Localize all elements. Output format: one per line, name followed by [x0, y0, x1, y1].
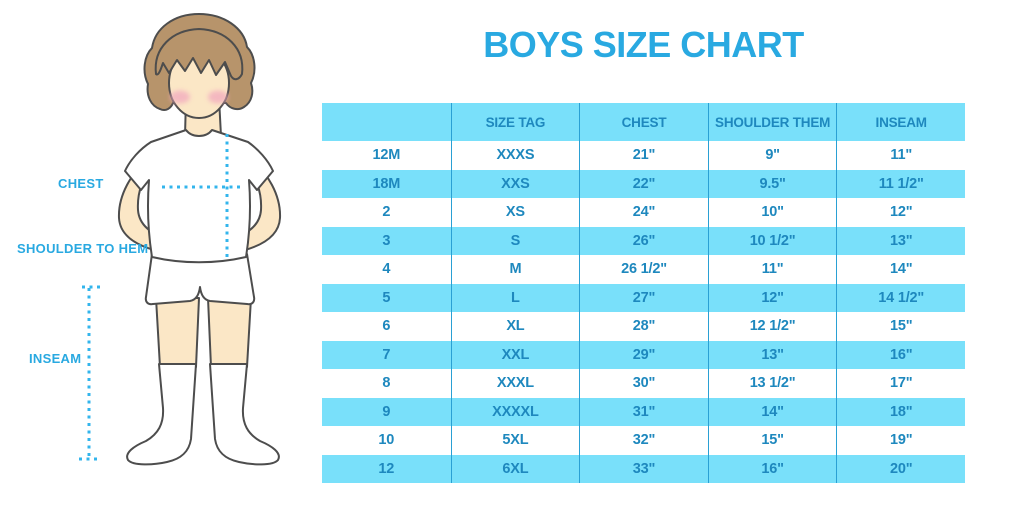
row-size-cell: 6: [382, 318, 391, 335]
row-value-cell: 26 1/2": [579, 255, 708, 284]
row-value-cell: XXXS: [450, 141, 580, 170]
shoulder-to-hem-label: SHOULDER TO HEM: [17, 241, 149, 256]
size-table: SIZE TAG CHEST SHOULDER THEM INSEAM 12M XXXS…: [322, 103, 965, 483]
row-value-cell: 15": [707, 426, 837, 455]
row-value-cell: 9": [707, 141, 837, 170]
table-row: 3 S 26" 10 1/2" 13": [322, 226, 965, 255]
row-value-cell: 12": [836, 198, 965, 227]
row-value-cell: 10 1/2": [707, 226, 837, 255]
row-value-cell: S: [450, 226, 580, 255]
row-value-cell: 12 1/2": [707, 312, 837, 341]
table-row: 6 XL 28" 12 1/2" 15": [322, 312, 965, 341]
row-value-cell: 5XL: [450, 426, 580, 455]
row-value-cell: 6XL: [450, 454, 580, 483]
row-value-cell: 26": [579, 226, 708, 255]
row-value-cell: XXL: [450, 340, 580, 369]
row-value-cell: 18": [836, 397, 965, 426]
sock-left: [126, 363, 197, 466]
table-row: 12M XXXS 21" 9" 11": [322, 141, 965, 170]
row-size-cell: 12M: [372, 147, 401, 164]
row-size-cell: 2: [382, 204, 391, 221]
leg-right: [207, 297, 252, 368]
header-cell: SIZE TAG: [450, 103, 580, 141]
row-value-cell: 11": [836, 141, 965, 170]
page-title: BOYS SIZE CHART: [483, 24, 804, 65]
table-row: 9 XXXXL 31" 14" 18": [322, 397, 965, 426]
size-table-body: 12M XXXS 21" 9" 11" 18M XXS 22" 9.5" 11 1/2" 2 XS 24…: [322, 141, 965, 483]
sock-right: [209, 363, 280, 466]
row-value-cell: 32": [579, 426, 708, 455]
row-size-cell: 9: [382, 403, 391, 420]
row-value-cell: 9.5": [707, 169, 837, 198]
row-value-cell: 11": [707, 255, 837, 284]
table-row: 12 6XL 33" 16" 20": [322, 454, 965, 483]
leg-left: [155, 297, 200, 368]
table-row: 8 XXXL 30" 13 1/2" 17": [322, 369, 965, 398]
table-row: 5 L 27" 12" 14 1/2": [322, 283, 965, 312]
row-value-cell: 11 1/2": [836, 169, 965, 198]
row-size-cell: 12: [378, 460, 395, 477]
boy-measurement-diagram: CHEST SHOULDER TO HEM INSEAM: [0, 0, 330, 512]
row-value-cell: 30": [579, 369, 708, 398]
row-value-cell: 12": [707, 283, 837, 312]
row-size-cell: 10: [378, 432, 395, 449]
row-size-cell: 8: [382, 375, 391, 392]
row-size-cell: 4: [382, 261, 391, 278]
table-row: 10 5XL 32" 15" 19": [322, 426, 965, 455]
size-table-header-row: SIZE TAG CHEST SHOULDER THEM INSEAM: [322, 103, 965, 141]
row-value-cell: 13": [707, 340, 837, 369]
table-row: 18M XXS 22" 9.5" 11 1/2": [322, 169, 965, 198]
row-value-cell: 27": [579, 283, 708, 312]
row-value-cell: 13 1/2": [707, 369, 837, 398]
row-value-cell: 14": [707, 397, 837, 426]
row-value-cell: 14": [836, 255, 965, 284]
chest-label: CHEST: [58, 176, 104, 191]
hair-fringe: [154, 28, 244, 81]
row-value-cell: XXXL: [450, 369, 580, 398]
header-cell: INSEAM: [836, 103, 965, 141]
row-value-cell: XXXXL: [450, 397, 580, 426]
row-value-cell: 10": [707, 198, 837, 227]
row-size-cell: 3: [382, 232, 391, 249]
row-value-cell: 28": [579, 312, 708, 341]
row-value-cell: 14 1/2": [836, 283, 965, 312]
row-value-cell: 19": [836, 426, 965, 455]
row-value-cell: XL: [450, 312, 580, 341]
table-row: 7 XXL 29" 13" 16": [322, 340, 965, 369]
row-value-cell: 15": [836, 312, 965, 341]
row-value-cell: L: [450, 283, 580, 312]
row-size-cell: 7: [382, 346, 391, 363]
inseam-label: INSEAM: [29, 351, 82, 366]
t-shirt: [124, 129, 274, 264]
row-value-cell: 17": [836, 369, 965, 398]
header-cell-blank: [322, 103, 451, 141]
blush-left: [170, 90, 190, 104]
row-value-cell: 24": [579, 198, 708, 227]
row-value-cell: 33": [579, 454, 708, 483]
row-value-cell: 13": [836, 226, 965, 255]
header-cell: SHOULDER THEM: [707, 103, 837, 141]
boy-illustration: [79, 13, 282, 466]
row-value-cell: M: [450, 255, 580, 284]
blush-right: [208, 90, 228, 104]
table-row: 4 M 26 1/2" 11" 14": [322, 255, 965, 284]
row-value-cell: 21": [579, 141, 708, 170]
row-value-cell: XXS: [450, 169, 580, 198]
shorts: [144, 253, 256, 306]
row-size-cell: 5: [382, 289, 391, 306]
row-value-cell: 16": [836, 340, 965, 369]
header-cell: CHEST: [579, 103, 708, 141]
row-value-cell: 31": [579, 397, 708, 426]
table-row: 2 XS 24" 10" 12": [322, 198, 965, 227]
row-value-cell: 20": [836, 454, 965, 483]
row-value-cell: 29": [579, 340, 708, 369]
row-size-cell: 18M: [372, 175, 401, 192]
row-value-cell: XS: [450, 198, 580, 227]
row-value-cell: 22": [579, 169, 708, 198]
row-value-cell: 16": [707, 454, 837, 483]
